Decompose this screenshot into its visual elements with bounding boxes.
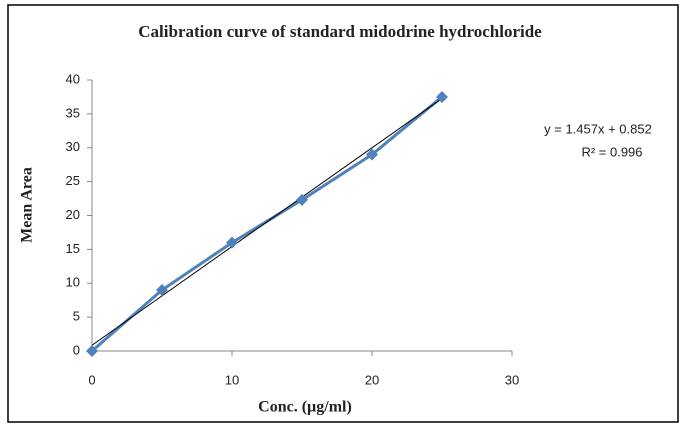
y-tick-label: 40 bbox=[66, 71, 80, 86]
x-tick-label: 0 bbox=[88, 372, 95, 387]
y-tick-label: 30 bbox=[66, 139, 80, 154]
y-tick-label: 10 bbox=[66, 275, 80, 290]
chart-title: Calibration curve of standard midodrine … bbox=[138, 22, 542, 41]
x-tick-label: 20 bbox=[365, 372, 379, 387]
marker bbox=[436, 90, 448, 103]
x-axis-label: Conc. (µg/ml) bbox=[258, 399, 352, 416]
marker bbox=[226, 236, 238, 249]
marker bbox=[296, 193, 308, 206]
y-tick-label: 20 bbox=[66, 207, 80, 222]
equation: y = 1.457x + 0.852 bbox=[544, 121, 652, 136]
y-axis-label: Mean Area bbox=[19, 167, 36, 243]
y-tick-label: 25 bbox=[66, 173, 80, 188]
marker bbox=[366, 148, 378, 161]
chart-border bbox=[7, 4, 679, 423]
y-tick-label: 15 bbox=[66, 241, 80, 256]
y-tick-label: 5 bbox=[73, 309, 80, 324]
marker bbox=[86, 345, 98, 357]
y-tick-label: 35 bbox=[66, 105, 80, 120]
x-tick-label: 30 bbox=[505, 372, 519, 387]
trendline bbox=[91, 98, 443, 346]
r-squared: R² = 0.996 bbox=[581, 144, 642, 159]
x-tick-label: 10 bbox=[225, 372, 239, 387]
y-tick-label: 0 bbox=[73, 342, 80, 357]
marker bbox=[156, 284, 168, 297]
